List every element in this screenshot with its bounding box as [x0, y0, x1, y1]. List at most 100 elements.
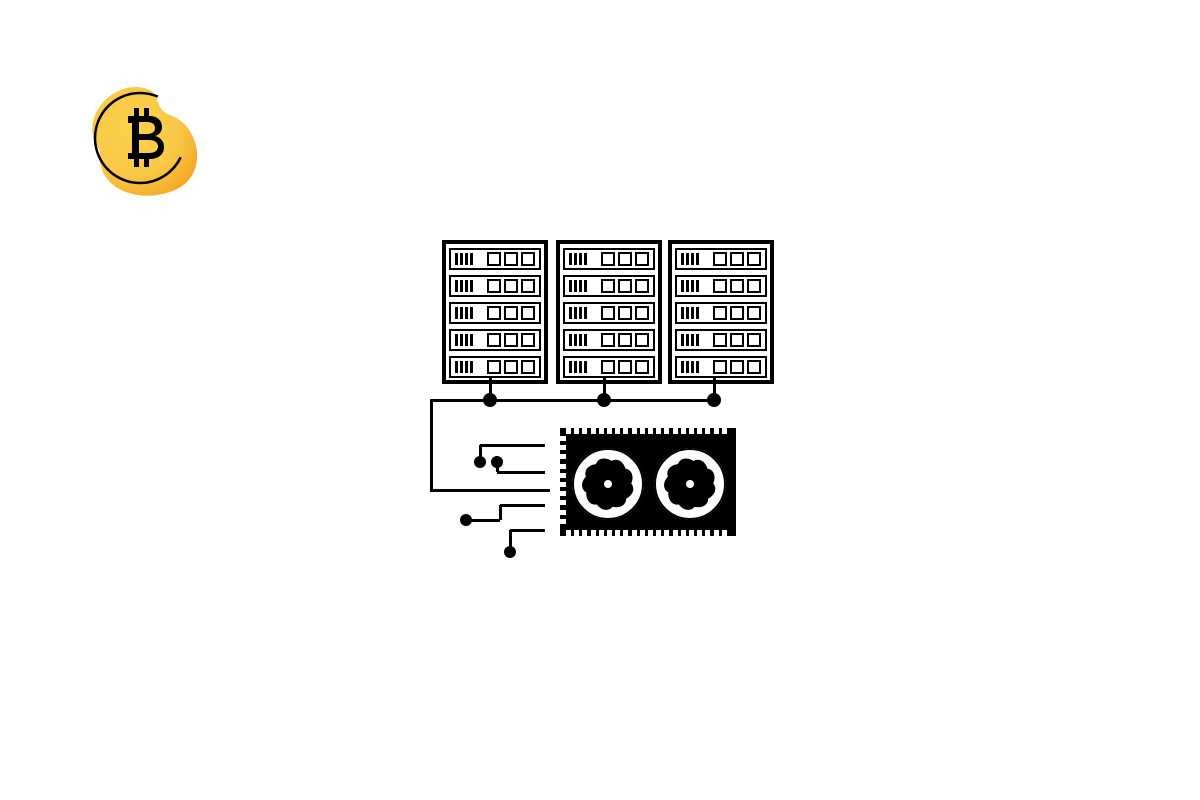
gpu-notch [623, 530, 628, 537]
slot-bars-icon [455, 307, 473, 319]
gpu-notch [559, 510, 566, 515]
slot-bars-icon [455, 361, 473, 373]
gpu-notch [599, 427, 604, 434]
slot-bars-icon [569, 280, 587, 292]
gpu-notch [664, 427, 669, 434]
gpu-notch [591, 427, 596, 434]
slot-bars-icon [569, 334, 587, 346]
gpu-notch [559, 500, 566, 505]
trace-line [510, 529, 545, 532]
trace-node [504, 546, 516, 558]
gpu-notch [689, 427, 694, 434]
gpu-fan-icon [654, 448, 726, 520]
slot-bars-icon [681, 307, 699, 319]
slot-bars-icon [455, 253, 473, 265]
gpu-notch [689, 530, 694, 537]
gpu-notch [673, 530, 678, 537]
slot-bars-icon [681, 334, 699, 346]
slot-drives-icon [713, 360, 761, 374]
slot-bars-icon [455, 334, 473, 346]
rack-slot [449, 248, 541, 270]
slot-bars-icon [569, 253, 587, 265]
gpu-notch [559, 473, 566, 478]
gpu-notch [722, 427, 727, 434]
slot-drives-icon [601, 306, 649, 320]
slot-drives-icon [487, 279, 535, 293]
rack-slot [449, 329, 541, 351]
server-rack [556, 240, 662, 384]
gpu-notch [559, 464, 566, 469]
slot-drives-icon [713, 279, 761, 293]
rack-slot [675, 356, 767, 378]
slot-drives-icon [487, 306, 535, 320]
gpu-notch [607, 530, 612, 537]
gpu-notch [582, 427, 587, 434]
gpu-notch [574, 530, 579, 537]
gpu-notch [656, 530, 661, 537]
gpu-notch [705, 427, 710, 434]
slot-drives-icon [713, 306, 761, 320]
slot-drives-icon [601, 333, 649, 347]
gpu-notch [656, 427, 661, 434]
rack-slot [675, 329, 767, 351]
gpu-notch [559, 454, 566, 459]
server-rack [668, 240, 774, 384]
gpu-notch [559, 519, 566, 524]
trace-line [499, 505, 502, 520]
rack-slot [563, 248, 655, 270]
trace-node [460, 514, 472, 526]
slot-drives-icon [713, 252, 761, 266]
slot-drives-icon [601, 360, 649, 374]
gpu-fan-icon [572, 448, 644, 520]
rack-slot [563, 356, 655, 378]
slot-drives-icon [487, 333, 535, 347]
rack-slot [675, 275, 767, 297]
bus-to-gpu [430, 489, 550, 492]
gpu-notch [632, 427, 637, 434]
slot-bars-icon [681, 253, 699, 265]
rack-slot [449, 356, 541, 378]
gpu-notch [607, 427, 612, 434]
slot-drives-icon [601, 252, 649, 266]
gpu-notch [591, 530, 596, 537]
gpu-notch [681, 530, 686, 537]
trace-line [500, 504, 545, 507]
gpu-notch [714, 530, 719, 537]
gpu-notch [566, 427, 571, 434]
trace-line [497, 471, 545, 474]
rack-slot [563, 275, 655, 297]
slot-bars-icon [569, 361, 587, 373]
bus-line [430, 399, 720, 402]
gpu-notch [559, 482, 566, 487]
slot-bars-icon [569, 307, 587, 319]
trace-node [474, 456, 486, 468]
gpu-notch [574, 427, 579, 434]
gpu-notch [582, 530, 587, 537]
slot-bars-icon [681, 280, 699, 292]
gpu-notch [714, 427, 719, 434]
gpu-notch [559, 445, 566, 450]
slot-drives-icon [487, 360, 535, 374]
gpu-notch [623, 427, 628, 434]
slot-bars-icon [681, 361, 699, 373]
trace-line [480, 444, 545, 447]
gpu-notch [559, 491, 566, 496]
rack-slot [563, 329, 655, 351]
slot-drives-icon [487, 252, 535, 266]
gpu-notch [615, 530, 620, 537]
gpu-notch [640, 530, 645, 537]
gpu-card [560, 428, 736, 536]
gpu-notch [673, 427, 678, 434]
gpu-notch [615, 427, 620, 434]
rack-slot [449, 302, 541, 324]
gpu-notch [566, 530, 571, 537]
slot-bars-icon [455, 280, 473, 292]
gpu-notch [664, 530, 669, 537]
bus-down [430, 400, 433, 490]
rack-slot [675, 248, 767, 270]
rack-slot [449, 275, 541, 297]
gpu-notch [640, 427, 645, 434]
gpu-notch [632, 530, 637, 537]
gpu-notch [599, 530, 604, 537]
mining-diagram [0, 0, 1200, 800]
